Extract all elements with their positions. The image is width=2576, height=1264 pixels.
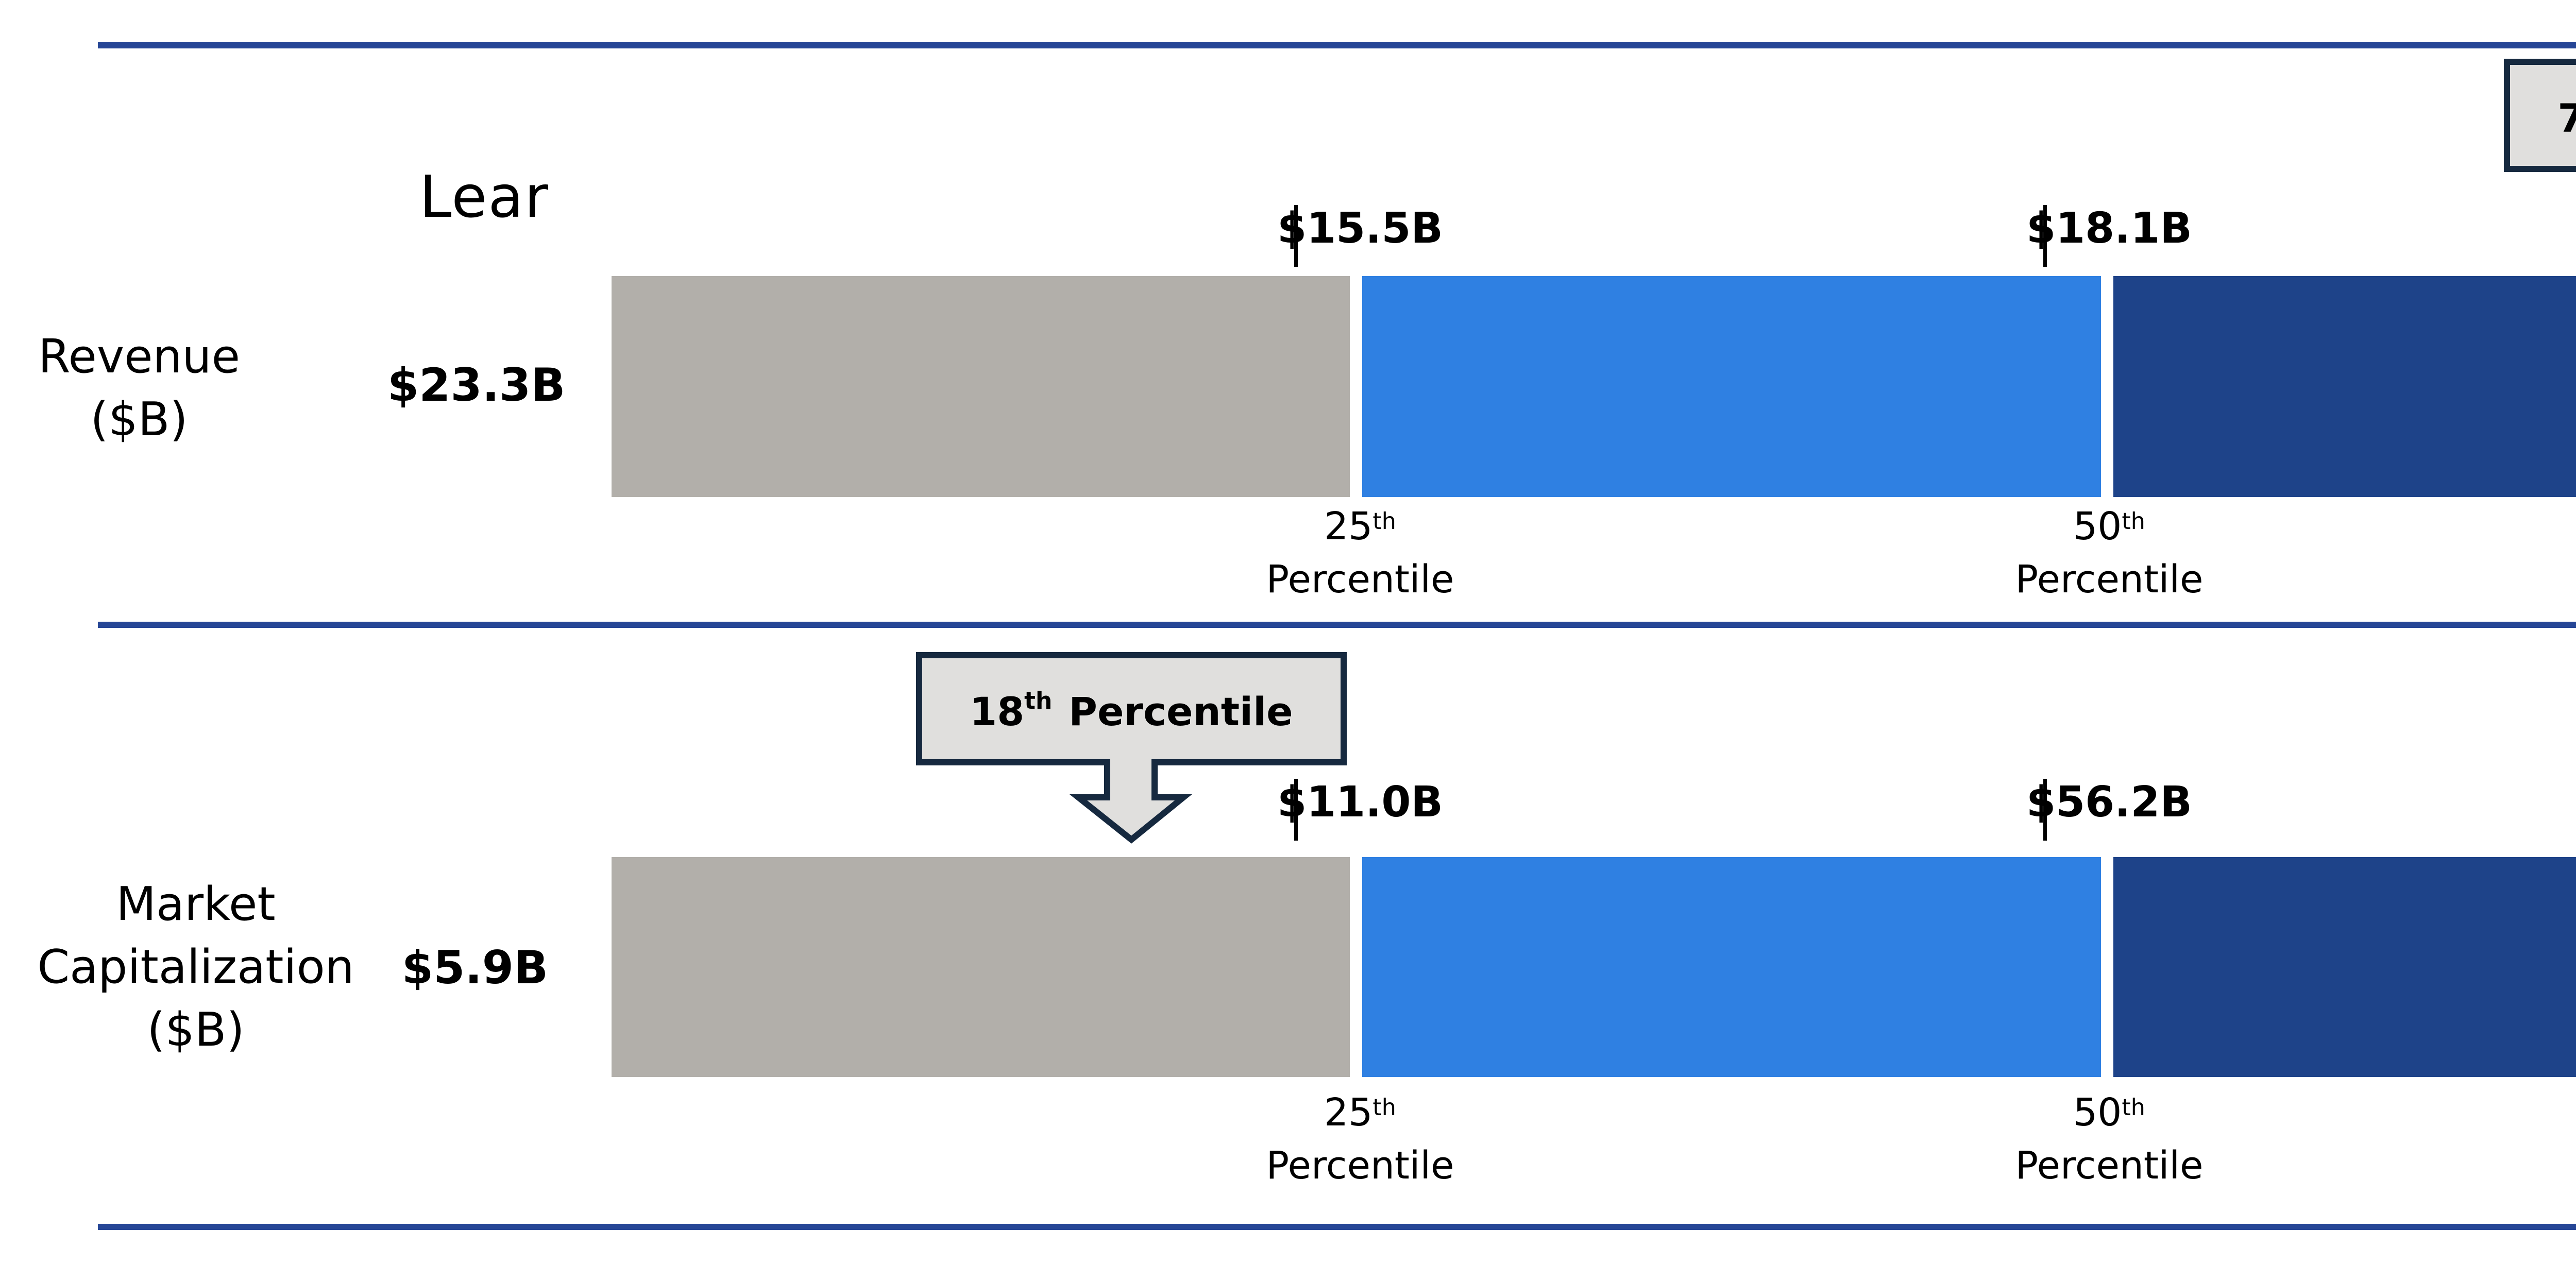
ordinal-suffix: th <box>2122 1095 2145 1121</box>
ordinal-suffix: th <box>1372 508 1396 535</box>
value-tick <box>2043 779 2047 841</box>
metric-label-line: Capitalization <box>37 940 354 994</box>
callout-ordinal: 18 <box>970 688 1025 735</box>
percentile-word: Percentile <box>2015 1143 2204 1188</box>
down-arrow-icon <box>2504 59 2576 172</box>
section-divider-line <box>98 622 2576 628</box>
callout-70th-percentile: 70thPercentile <box>2513 67 2576 169</box>
callout-word: Percentile <box>1069 688 1293 735</box>
down-arrow-icon <box>916 652 1347 844</box>
value-tick <box>1294 779 1298 841</box>
bottom-divider-line <box>98 1224 2576 1230</box>
metric-label-market-cap: Market Capitalization ($B) <box>0 873 392 1062</box>
percentile-axis-label-p50: 50th Percentile <box>1950 1089 2269 1190</box>
bar-segment-p50-p75 <box>2113 276 2576 497</box>
bar-segment-below-p25 <box>612 276 1350 497</box>
ordinal-text: 50 <box>2073 504 2122 549</box>
value-tick <box>1294 205 1298 267</box>
metric-label-line: Revenue <box>38 330 240 384</box>
marker-value-p25: $11.0B <box>1277 778 1443 827</box>
callout-ordinal-suffix: th <box>1024 687 1053 714</box>
metric-label-line: ($B) <box>90 392 188 447</box>
percentile-axis-label-p25: 25th Percentile <box>1200 503 1520 604</box>
ordinal-text: 25 <box>1324 1090 1373 1135</box>
percentile-word: Percentile <box>2015 557 2204 602</box>
percentile-bar-market-cap <box>612 857 2576 1077</box>
callout-down-arrow-shape <box>916 652 1347 844</box>
bar-segment-p25-p50 <box>1362 857 2101 1077</box>
percentile-word: Percentile <box>1266 557 1454 602</box>
ordinal-text: 25 <box>1324 504 1373 549</box>
metric-value-revenue: $23.3B <box>387 358 566 412</box>
bar-segment-p50-p75 <box>2113 857 2576 1077</box>
callout-ordinal: 70 <box>2557 95 2576 141</box>
value-tick <box>2043 205 2047 267</box>
bar-segment-below-p25 <box>612 857 1350 1077</box>
ordinal-suffix: th <box>2122 508 2145 535</box>
top-divider-line <box>98 42 2576 48</box>
marker-value-p50: $18.1B <box>2026 204 2192 253</box>
percentile-axis-label-p50: 50th Percentile <box>1950 503 2269 604</box>
percentile-axis-label-p25: 25th Percentile <box>1200 1089 1520 1190</box>
bar-segment-p25-p50 <box>1362 276 2101 497</box>
metric-label-line: ($B) <box>147 1003 245 1057</box>
marker-value-p50: $56.2B <box>2026 778 2192 827</box>
metric-label-revenue: Revenue ($B) <box>0 326 278 451</box>
metric-value-market-cap: $5.9B <box>401 941 549 994</box>
percentile-word: Percentile <box>1266 1143 1454 1188</box>
callout-down-arrow-shape <box>2504 59 2576 172</box>
metric-label-line: Market <box>116 877 276 931</box>
ordinal-text: 50 <box>2073 1090 2122 1135</box>
percentile-bar-revenue <box>612 276 2576 497</box>
company-title: Lear <box>419 164 549 231</box>
marker-value-p25: $15.5B <box>1277 204 1443 253</box>
ordinal-suffix: th <box>1372 1095 1396 1121</box>
